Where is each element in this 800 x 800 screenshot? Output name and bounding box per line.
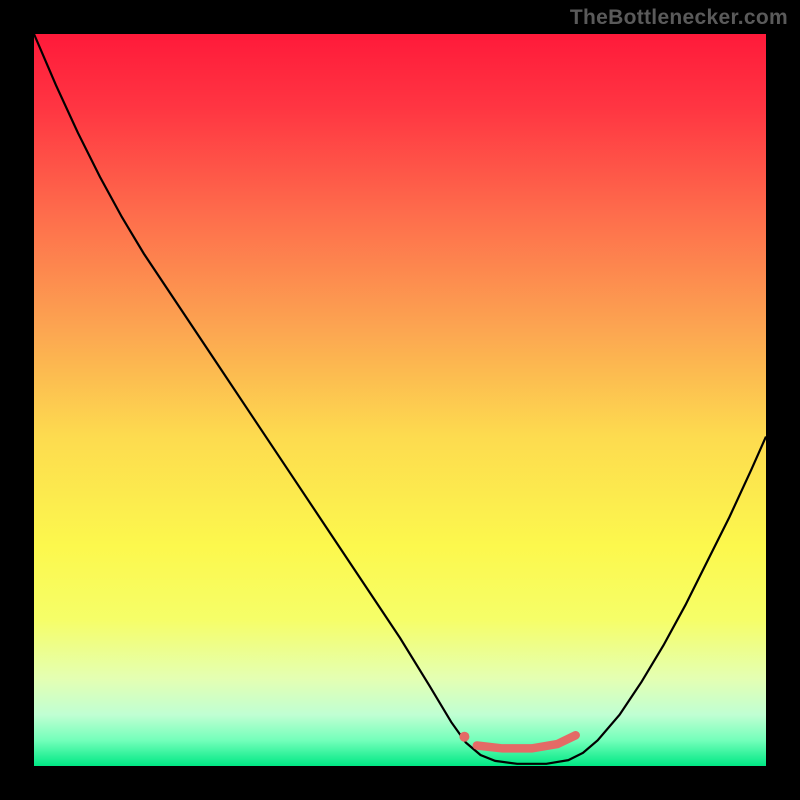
watermark-text: TheBottlenecker.com [570, 6, 788, 30]
chart-container: TheBottlenecker.com [0, 0, 800, 800]
chart-svg [0, 0, 800, 800]
marker-dot [459, 732, 469, 742]
